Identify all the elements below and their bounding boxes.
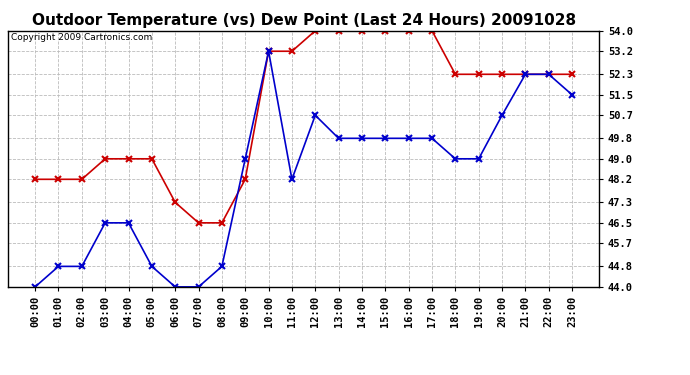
Text: Copyright 2009 Cartronics.com: Copyright 2009 Cartronics.com bbox=[11, 33, 152, 42]
Text: Outdoor Temperature (vs) Dew Point (Last 24 Hours) 20091028: Outdoor Temperature (vs) Dew Point (Last… bbox=[32, 13, 575, 28]
